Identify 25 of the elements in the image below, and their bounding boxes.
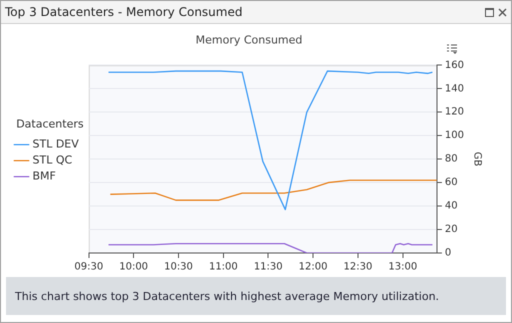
y-tick-label: 20 — [444, 224, 458, 236]
y-tick-label: 40 — [444, 200, 458, 212]
chart-title: Top 3 Datacenters - Memory Consumed — [5, 5, 242, 19]
y-tick-label: 160 — [444, 60, 464, 71]
chart-subtitle: Memory Consumed — [196, 33, 302, 46]
legend-title: Datacenters — [16, 117, 84, 130]
y-tick-label: 140 — [444, 83, 464, 94]
x-tick-label: 11:30 — [254, 262, 283, 273]
y-axis-title: GB — [471, 152, 482, 167]
x-tick-label: 12:30 — [344, 262, 372, 273]
text: This chart shows top 3 Datacenters with highest average Memory utilization. — [15, 290, 440, 302]
legend-label: STL QC — [32, 153, 72, 166]
y-tick-label: 120 — [444, 106, 464, 118]
x-tick-label: 10:00 — [119, 262, 148, 273]
y-tick-label: 100 — [444, 130, 464, 142]
x-tick-label: 09:30 — [74, 262, 104, 273]
y-tick-label: 60 — [444, 177, 458, 188]
x-tick-label: 11:00 — [208, 262, 238, 273]
legend-label: BMF — [32, 169, 56, 182]
y-tick-label: 80 — [444, 154, 458, 165]
x-tick-label: 10:30 — [164, 262, 193, 273]
y-tick-label: 0 — [444, 248, 452, 259]
x-tick-label: 13:00 — [388, 262, 418, 273]
legend-label: STL DEV — [32, 137, 80, 150]
x-tick-label: 12:00 — [298, 262, 328, 273]
